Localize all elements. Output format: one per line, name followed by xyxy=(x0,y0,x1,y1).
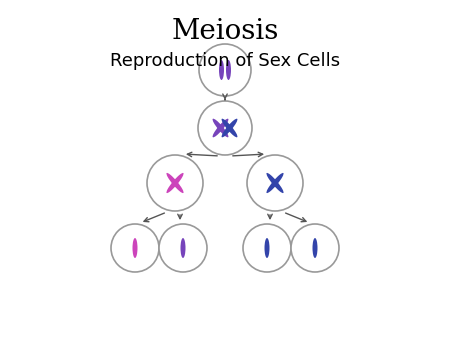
Ellipse shape xyxy=(312,238,318,258)
Text: Meiosis: Meiosis xyxy=(171,18,279,45)
Circle shape xyxy=(111,224,159,272)
Ellipse shape xyxy=(166,173,184,193)
Circle shape xyxy=(198,101,252,155)
Ellipse shape xyxy=(266,173,284,193)
Circle shape xyxy=(291,224,339,272)
Ellipse shape xyxy=(166,173,184,193)
Ellipse shape xyxy=(212,119,229,137)
Text: Reproduction of Sex Cells: Reproduction of Sex Cells xyxy=(110,52,340,70)
Ellipse shape xyxy=(266,173,284,193)
Ellipse shape xyxy=(180,238,185,258)
Ellipse shape xyxy=(221,119,238,137)
Ellipse shape xyxy=(221,119,238,137)
Circle shape xyxy=(147,155,203,211)
Circle shape xyxy=(159,224,207,272)
Circle shape xyxy=(247,155,303,211)
Ellipse shape xyxy=(265,238,270,258)
Ellipse shape xyxy=(219,60,224,80)
Circle shape xyxy=(243,224,291,272)
Ellipse shape xyxy=(132,238,138,258)
Ellipse shape xyxy=(212,119,229,137)
Ellipse shape xyxy=(226,60,231,80)
Circle shape xyxy=(199,44,251,96)
